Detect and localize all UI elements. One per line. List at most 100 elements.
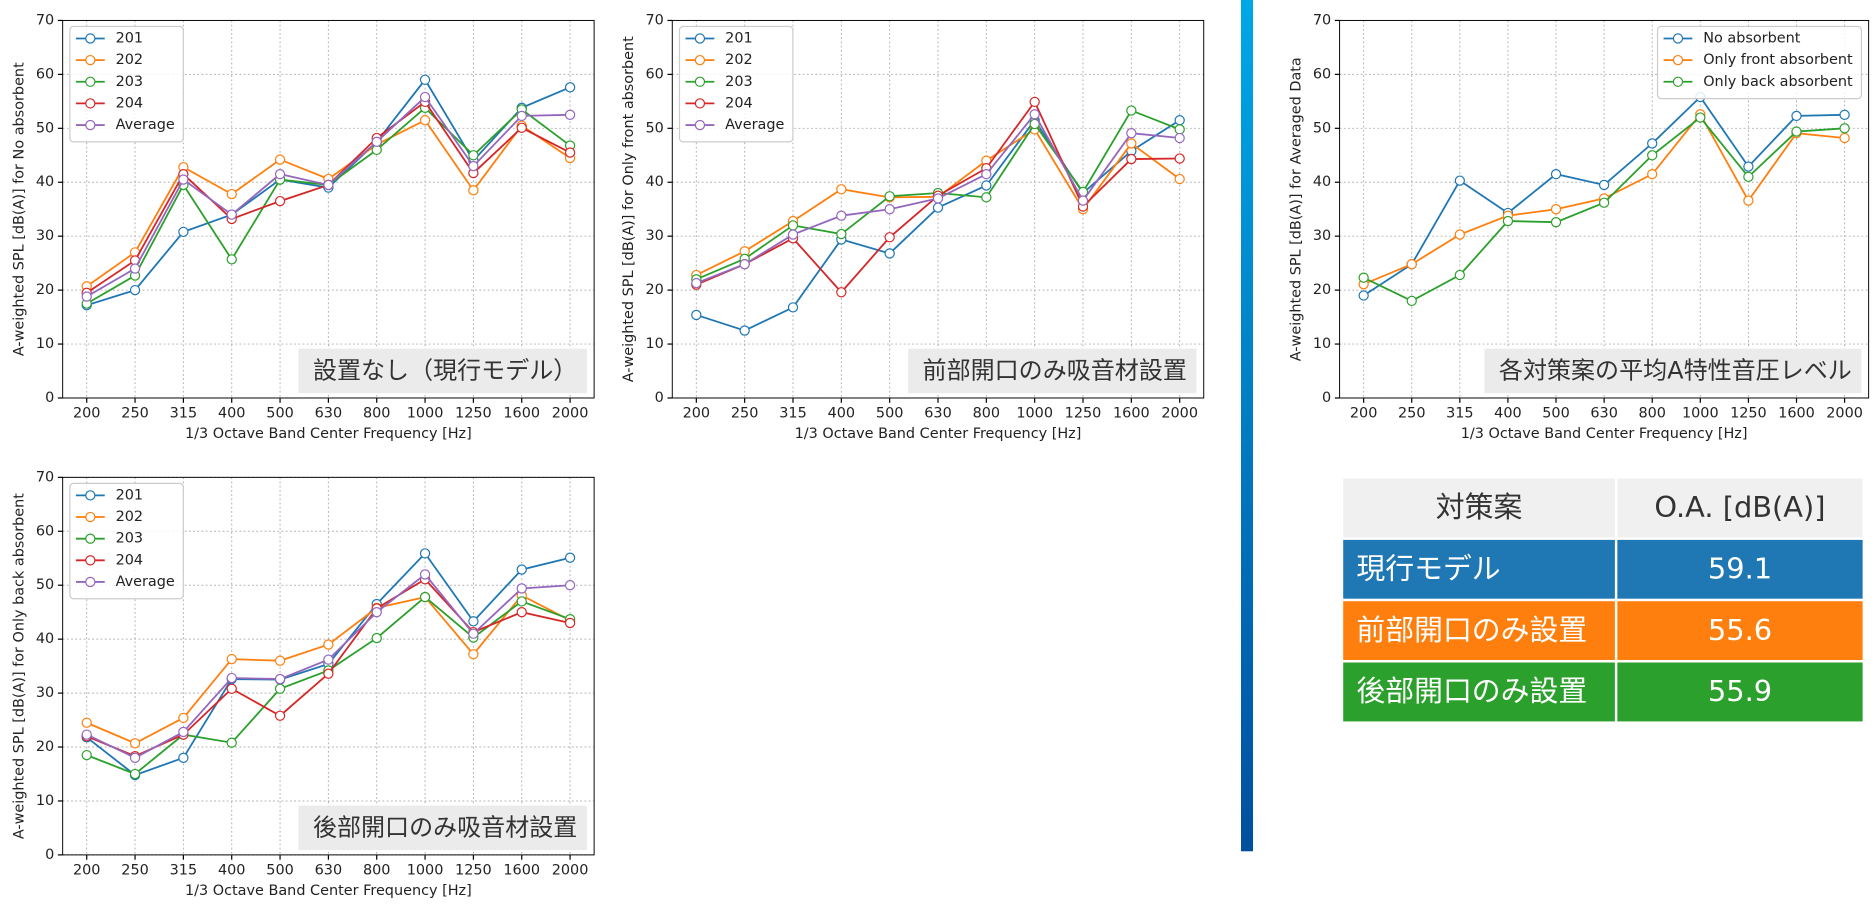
x-tick-label: 400: [218, 863, 246, 879]
annotation: 設置なし（現行モデル）: [298, 348, 587, 394]
legend-label: Average: [725, 117, 784, 133]
data-point: [564, 82, 576, 93]
x-tick-label: 2000: [1826, 406, 1863, 422]
legend-label: 201: [725, 30, 753, 46]
table-value: 55.9: [1708, 674, 1772, 708]
data-point: [564, 109, 576, 120]
data-point: [178, 726, 189, 738]
legend-label: 202: [116, 52, 144, 68]
legend-marker: [85, 98, 96, 109]
legend-label: 204: [116, 552, 144, 568]
x-tick-label: 1250: [455, 406, 492, 422]
y-tick-label: 60: [36, 66, 54, 82]
legend-label: 201: [116, 487, 144, 503]
data-point: [226, 209, 237, 220]
data-point: [516, 564, 527, 575]
data-point: [419, 591, 431, 603]
legend-label: 204: [116, 95, 144, 111]
data-point: [274, 195, 286, 207]
data-point: [1839, 123, 1850, 134]
data-point: [1647, 168, 1658, 180]
table-cell: [1340, 660, 1618, 724]
x-tick-label: 630: [1590, 406, 1618, 422]
x-tick-label: 1000: [1016, 406, 1053, 422]
annotation-text: 後部開口のみ吸音材設置: [313, 813, 577, 841]
y-axis-label: A-weighted SPL [dB(A)] for Only front ab…: [621, 36, 637, 382]
data-point: [226, 672, 237, 684]
x-tick-label: 1600: [503, 863, 540, 879]
x-tick-label: 500: [266, 863, 294, 879]
data-point: [468, 150, 479, 161]
data-point: [884, 248, 895, 259]
x-tick-label: 250: [121, 863, 149, 879]
data-point: [1598, 179, 1610, 191]
legend-marker: [1672, 76, 1684, 87]
x-axis-label: 1/3 Octave Band Center Frequency [Hz]: [185, 426, 472, 442]
data-point: [1126, 105, 1137, 116]
legend-label: No absorbent: [1703, 30, 1801, 46]
divider-bar: [1241, 0, 1254, 852]
data-point: [787, 220, 799, 231]
x-tick-label: 1250: [455, 863, 492, 879]
annotation: 前部開口のみ吸音材設置: [908, 348, 1197, 394]
x-tick-label: 630: [924, 406, 951, 422]
legend-label: Average: [116, 117, 175, 133]
annotation-box: [298, 805, 587, 851]
data-point: [1647, 150, 1658, 161]
data-point: [1174, 173, 1185, 185]
data-point: [178, 174, 189, 185]
table-header-text: 対策案: [1436, 490, 1523, 524]
legend-marker: [1672, 33, 1684, 44]
data-point: [419, 74, 431, 85]
data-point: [419, 115, 431, 126]
x-tick-label: 1600: [1778, 406, 1815, 422]
data-point: [226, 188, 237, 200]
data-point: [1454, 269, 1466, 281]
y-tick-label: 10: [1313, 336, 1331, 352]
data-point: [739, 325, 750, 336]
annotation-box: [908, 348, 1197, 394]
chart: 200 250 315 400 500 630 800 1000 1250 1600 2000 0 10…: [1288, 12, 1870, 442]
legend-box: [69, 25, 184, 143]
data-point: [884, 191, 895, 202]
data-point: [274, 154, 286, 165]
annotation-box: [298, 348, 587, 394]
y-tick-label: 60: [36, 523, 54, 539]
y-tick-label: 40: [36, 174, 54, 190]
data-point: [564, 580, 576, 591]
x-tick-label: 800: [363, 406, 390, 422]
x-tick-label: 200: [683, 406, 711, 422]
data-point: [129, 738, 141, 749]
legend: 201 202 203 204 Average: [69, 25, 184, 143]
axes-frame: [671, 19, 1205, 399]
x-tick-label: 315: [170, 863, 198, 879]
data-point: [468, 160, 479, 172]
x-tick-label: 630: [315, 406, 343, 422]
x-tick-label: 500: [266, 406, 294, 422]
data-point: [226, 653, 237, 665]
data-point: [371, 607, 382, 618]
data-point: [1695, 112, 1706, 123]
data-point: [516, 607, 527, 618]
x-tick-label: 315: [170, 406, 198, 422]
data-point: [178, 226, 189, 238]
data-point: [1174, 153, 1185, 164]
data-point: [1743, 195, 1754, 206]
x-tick-label: 1250: [1730, 406, 1767, 422]
annotation: 後部開口のみ吸音材設置: [298, 805, 587, 851]
x-tick-label: 1250: [1065, 406, 1102, 422]
data-point: [1839, 109, 1850, 120]
legend-marker: [85, 54, 96, 66]
data-point: [468, 649, 479, 660]
x-axis-label: 1/3 Octave Band Center Frequency [Hz]: [1461, 426, 1748, 442]
y-tick-label: 20: [36, 739, 54, 755]
data-point: [323, 179, 334, 191]
data-point: [226, 737, 237, 748]
x-tick-label: 2000: [552, 406, 589, 422]
legend-label: 203: [725, 74, 753, 90]
data-point: [81, 717, 92, 728]
data-point: [468, 628, 479, 639]
data-point: [129, 768, 141, 780]
data-point: [371, 136, 382, 147]
legend-label: 201: [116, 30, 144, 46]
